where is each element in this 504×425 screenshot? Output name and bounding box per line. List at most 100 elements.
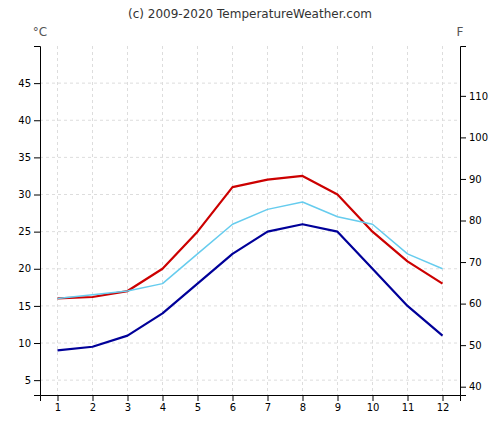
tick-label: 11 [402,402,415,413]
tick-mark [34,380,40,381]
tick-mark [303,395,304,401]
tick-mark [93,395,94,401]
tick: 15 [18,301,40,312]
tick-mark [34,232,40,233]
grid-line [232,46,233,395]
tick: 9 [335,395,341,413]
tick-mark [460,137,466,138]
y-axis: 5 10 15 20 25 30 35 40 45 [18,47,40,396]
series-group [58,176,443,350]
grid [40,46,460,395]
grid-line [162,46,163,395]
tick-mark [338,395,339,401]
tick-mark [460,262,466,263]
y-axis-label: °C [33,25,47,39]
y2-axis-label: F [457,25,464,39]
grid-line [40,120,460,121]
tick: 90 [460,174,482,185]
axis-line [41,396,461,402]
tick-label: 40 [469,381,482,392]
tick-label: 1 [55,402,61,413]
tick: 11 [402,395,415,413]
tick: 35 [18,152,40,163]
tick-mark [443,395,444,401]
tick: 40 [18,115,40,126]
tick-mark [268,395,269,401]
line [58,202,443,299]
tick-label: 100 [469,132,488,143]
tick-mark [34,343,40,344]
tick-mark [373,395,374,401]
grid-line [302,46,303,395]
grid-line [267,46,268,395]
grid-line [40,268,460,269]
tick: 45 [18,78,40,89]
grid-line [372,46,373,395]
chart: 1234567891011125101520253035404540506070… [0,0,504,425]
tick-label: 6 [230,402,236,413]
tick: 10 [367,395,380,413]
tick: 20 [18,263,40,274]
tick-label: 5 [25,375,31,386]
tick-mark [34,157,40,158]
tick-label: 80 [469,215,482,226]
tick-label: 45 [18,78,31,89]
tick-mark [460,179,466,180]
grid-line [40,380,460,381]
grid-line [57,46,58,395]
grid-line [40,83,460,84]
tick-label: 70 [469,257,482,268]
grid-line [40,305,460,306]
y2-axis: 405060708090100110 [460,47,488,396]
tick-label: 110 [469,91,488,102]
tick: 60 [460,298,482,309]
tick-label: 4 [160,402,166,413]
tick: 1 [55,395,61,413]
tick-mark [34,306,40,307]
tick-label: 3 [125,402,131,413]
tick: 100 [460,132,488,143]
tick-label: 25 [18,226,31,237]
tick-mark [233,395,234,401]
tick-mark [460,221,466,222]
tick-mark [163,395,164,401]
tick-mark [460,96,466,97]
grid-line [442,46,443,395]
tick-label: 60 [469,298,482,309]
tick: 2 [90,395,96,413]
axis-line [34,47,41,396]
tick: 40 [460,381,482,392]
grid-line [92,46,93,395]
tick-label: 7 [265,402,271,413]
tick: 30 [18,189,40,200]
grid-line [337,46,338,395]
tick: 80 [460,215,482,226]
grid-line [40,194,460,195]
tick-label: 8 [300,402,306,413]
axis-line [461,47,467,396]
tick: 8 [300,395,306,413]
tick: 70 [460,257,482,268]
tick: 12 [437,395,450,413]
tick-mark [34,195,40,196]
tick-label: 10 [18,338,31,349]
line [58,176,443,299]
tick-mark [128,395,129,401]
tick: 5 [195,395,201,413]
tick-mark [34,120,40,121]
plot: 1234567891011125101520253035404540506070… [18,46,488,413]
tick-label: 5 [195,402,201,413]
x-axis: 123456789101112 [41,395,461,413]
tick-label: 90 [469,174,482,185]
tick: 10 [18,338,40,349]
tick: 5 [25,375,40,386]
tick-mark [58,395,59,401]
tick: 4 [160,395,166,413]
tick: 3 [125,395,131,413]
tick-mark [198,395,199,401]
tick-label: 35 [18,152,31,163]
tick: 25 [18,226,40,237]
tick-mark [408,395,409,401]
tick-label: 40 [18,115,31,126]
tick: 6 [230,395,236,413]
